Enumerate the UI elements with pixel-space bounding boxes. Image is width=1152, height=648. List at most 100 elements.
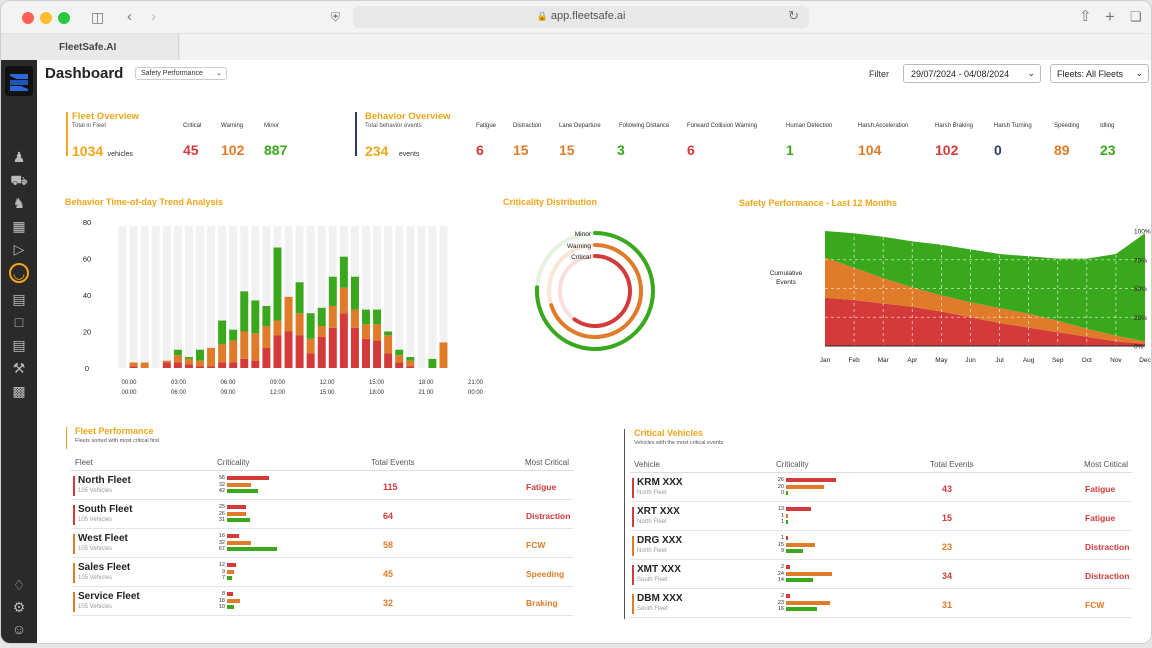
x-tick-label: Apr	[907, 357, 918, 364]
trend-chart-title: Behavior Time-of-day Trend Analysis	[65, 197, 224, 207]
table-row[interactable]: DRG XXX North Fleet 1 15 9 23 Distraction	[630, 532, 1132, 560]
forward-icon[interactable]: ›	[151, 8, 156, 25]
document-icon[interactable]: ▤	[12, 337, 26, 353]
trend-chart: 80 60 40 20 0 00:00 00:00 03:00 06:00 06:00 09:00 0…	[83, 218, 484, 395]
criticality-count: 1	[780, 535, 784, 541]
criticality-bar	[786, 536, 788, 540]
criticality-count: 20	[777, 483, 784, 490]
table-row[interactable]: Sales Fleet 105 Vehicles 12 9 7 45 Speeding	[71, 559, 573, 587]
table-row[interactable]: XMT XXX South Fleet 2 24 14 34 Distraction	[630, 561, 1132, 589]
bar-background	[229, 226, 238, 368]
criticality-count: 42	[218, 488, 225, 494]
row-total-events: 45	[383, 569, 394, 579]
gear-icon[interactable]: ⚙	[12, 599, 26, 615]
criticality-bar	[227, 605, 235, 609]
bar-segment	[273, 335, 282, 368]
bar-segment	[262, 347, 271, 368]
back-icon[interactable]: ‹	[127, 8, 132, 25]
behavior-stat-label: Fatigue	[476, 123, 497, 129]
distribution-legend-label: Warning	[567, 243, 591, 250]
view-select[interactable]: Safety Performance ⌄	[135, 67, 227, 80]
new-tab-icon[interactable]: +	[1105, 7, 1115, 26]
video-icon[interactable]: ▷	[13, 241, 25, 257]
image-icon[interactable]: ▩	[12, 383, 26, 399]
x-tick-label: 09:00	[270, 380, 286, 386]
criticality-bar	[227, 576, 233, 580]
row-accent	[632, 594, 634, 614]
row-most-critical: Distraction	[1085, 571, 1130, 581]
table-row[interactable]: West Fleet 105 Vehicles 16 32 67 58 FCW	[71, 530, 573, 558]
row-most-critical: Speeding	[526, 569, 565, 579]
y-tick-label: 80	[83, 218, 91, 227]
close-window-button[interactable]	[22, 12, 34, 24]
row-subtitle: South Fleet	[637, 577, 668, 583]
x-tick-label: 21:00	[468, 380, 484, 386]
bar-background	[384, 226, 393, 368]
fleets-select[interactable]: Fleets: All Fleets ⌄	[1050, 64, 1149, 83]
table-row[interactable]: KRM XXX North Fleet 26 20 0 43 Fatigue	[630, 474, 1132, 502]
bar-segment	[328, 305, 337, 328]
user-icon[interactable]: ☺	[11, 621, 27, 637]
row-most-critical: Fatigue	[526, 482, 557, 492]
table-row[interactable]: Service Fleet 105 Vehicles 8 18 10 32 Braking	[71, 588, 573, 616]
criticality-count: 32	[218, 481, 225, 488]
table-row[interactable]: South Fleet 105 Vehicles 25 26 31 64 Distracti…	[71, 501, 573, 529]
y-tick-label: 100%	[1134, 229, 1151, 236]
x-tick-label: Mar	[878, 357, 890, 364]
person-alert-icon[interactable]: ♞	[12, 195, 26, 211]
table-row[interactable]: XRT XXX North Fleet 13 1 1 15 Fatigue	[630, 503, 1132, 531]
reload-icon[interactable]: ↻	[788, 8, 799, 23]
bar-segment	[317, 307, 326, 327]
report-icon[interactable]: ▤	[12, 291, 26, 307]
row-accent	[632, 507, 634, 527]
bar-segment	[295, 335, 304, 368]
bar-segment	[240, 358, 249, 368]
driver-icon[interactable]: ♟	[12, 149, 26, 165]
behavior-stat-label: Distraction	[513, 123, 542, 129]
criticality-count: 15	[777, 541, 784, 548]
bar-segment	[373, 309, 382, 325]
address-bar[interactable]: 🔒 app.fleetsafe.ai ↻	[353, 6, 809, 28]
criticality-bar	[786, 600, 831, 605]
criticality-count: 25	[218, 504, 225, 510]
fleet-stat-value: 102	[221, 142, 245, 158]
browser-tab[interactable]: FleetSafe.AI	[1, 34, 179, 60]
sidebar-toggle-icon[interactable]: ◫	[91, 9, 105, 25]
page-title: Dashboard	[45, 65, 124, 82]
filter-label: Filter	[869, 69, 889, 79]
gauge-icon[interactable]: ◡	[9, 263, 29, 283]
bar-segment	[129, 366, 138, 368]
row-accent	[632, 478, 634, 498]
bar-segment	[240, 331, 249, 359]
criticality-bar	[786, 513, 788, 518]
bar-background	[362, 226, 370, 368]
minimize-window-button[interactable]	[40, 12, 52, 24]
criticality-bar	[227, 547, 277, 551]
table-row[interactable]: North Fleet 105 Vehicles 56 32 42 115 Fatigue	[71, 472, 573, 500]
bell-icon[interactable]: ♢	[12, 577, 26, 593]
share-icon[interactable]: ⇧	[1079, 8, 1092, 25]
date-range-select[interactable]: 29/07/2024 - 04/08/2024 ⌄	[903, 64, 1041, 83]
fleet-perf-subtitle: Fleets sorted with most critical first	[75, 438, 160, 444]
tab-overview-icon[interactable]: ❏	[1130, 9, 1142, 24]
criticality-bar	[227, 540, 251, 545]
wrench-icon[interactable]: ⚒	[12, 360, 26, 376]
building-icon[interactable]: ▦	[12, 218, 26, 234]
distribution-legend-label: Critical	[571, 254, 591, 261]
app-logo[interactable]	[5, 66, 33, 96]
bar-segment	[229, 340, 238, 363]
table-row[interactable]: DBM XXX South Fleet 2 23 16 31 FCW	[630, 590, 1132, 618]
shield-icon[interactable]: ⛨	[331, 10, 341, 24]
bar-background	[395, 226, 404, 368]
x-tick-label: 18:00	[418, 380, 434, 386]
truck-icon[interactable]: ⛟	[10, 172, 28, 188]
x-tick-label: 09:00	[220, 390, 236, 395]
fleet-total: 1034 vehicles	[72, 143, 133, 161]
criticality-bar	[227, 518, 251, 522]
zoom-window-button[interactable]	[58, 12, 70, 24]
critical-vehicles-col-header: Criticality	[776, 460, 809, 469]
row-name: South Fleet	[78, 504, 133, 515]
criticality-count: 56	[218, 475, 225, 481]
frame-icon[interactable]: □	[14, 314, 24, 330]
bar-background	[118, 226, 127, 368]
